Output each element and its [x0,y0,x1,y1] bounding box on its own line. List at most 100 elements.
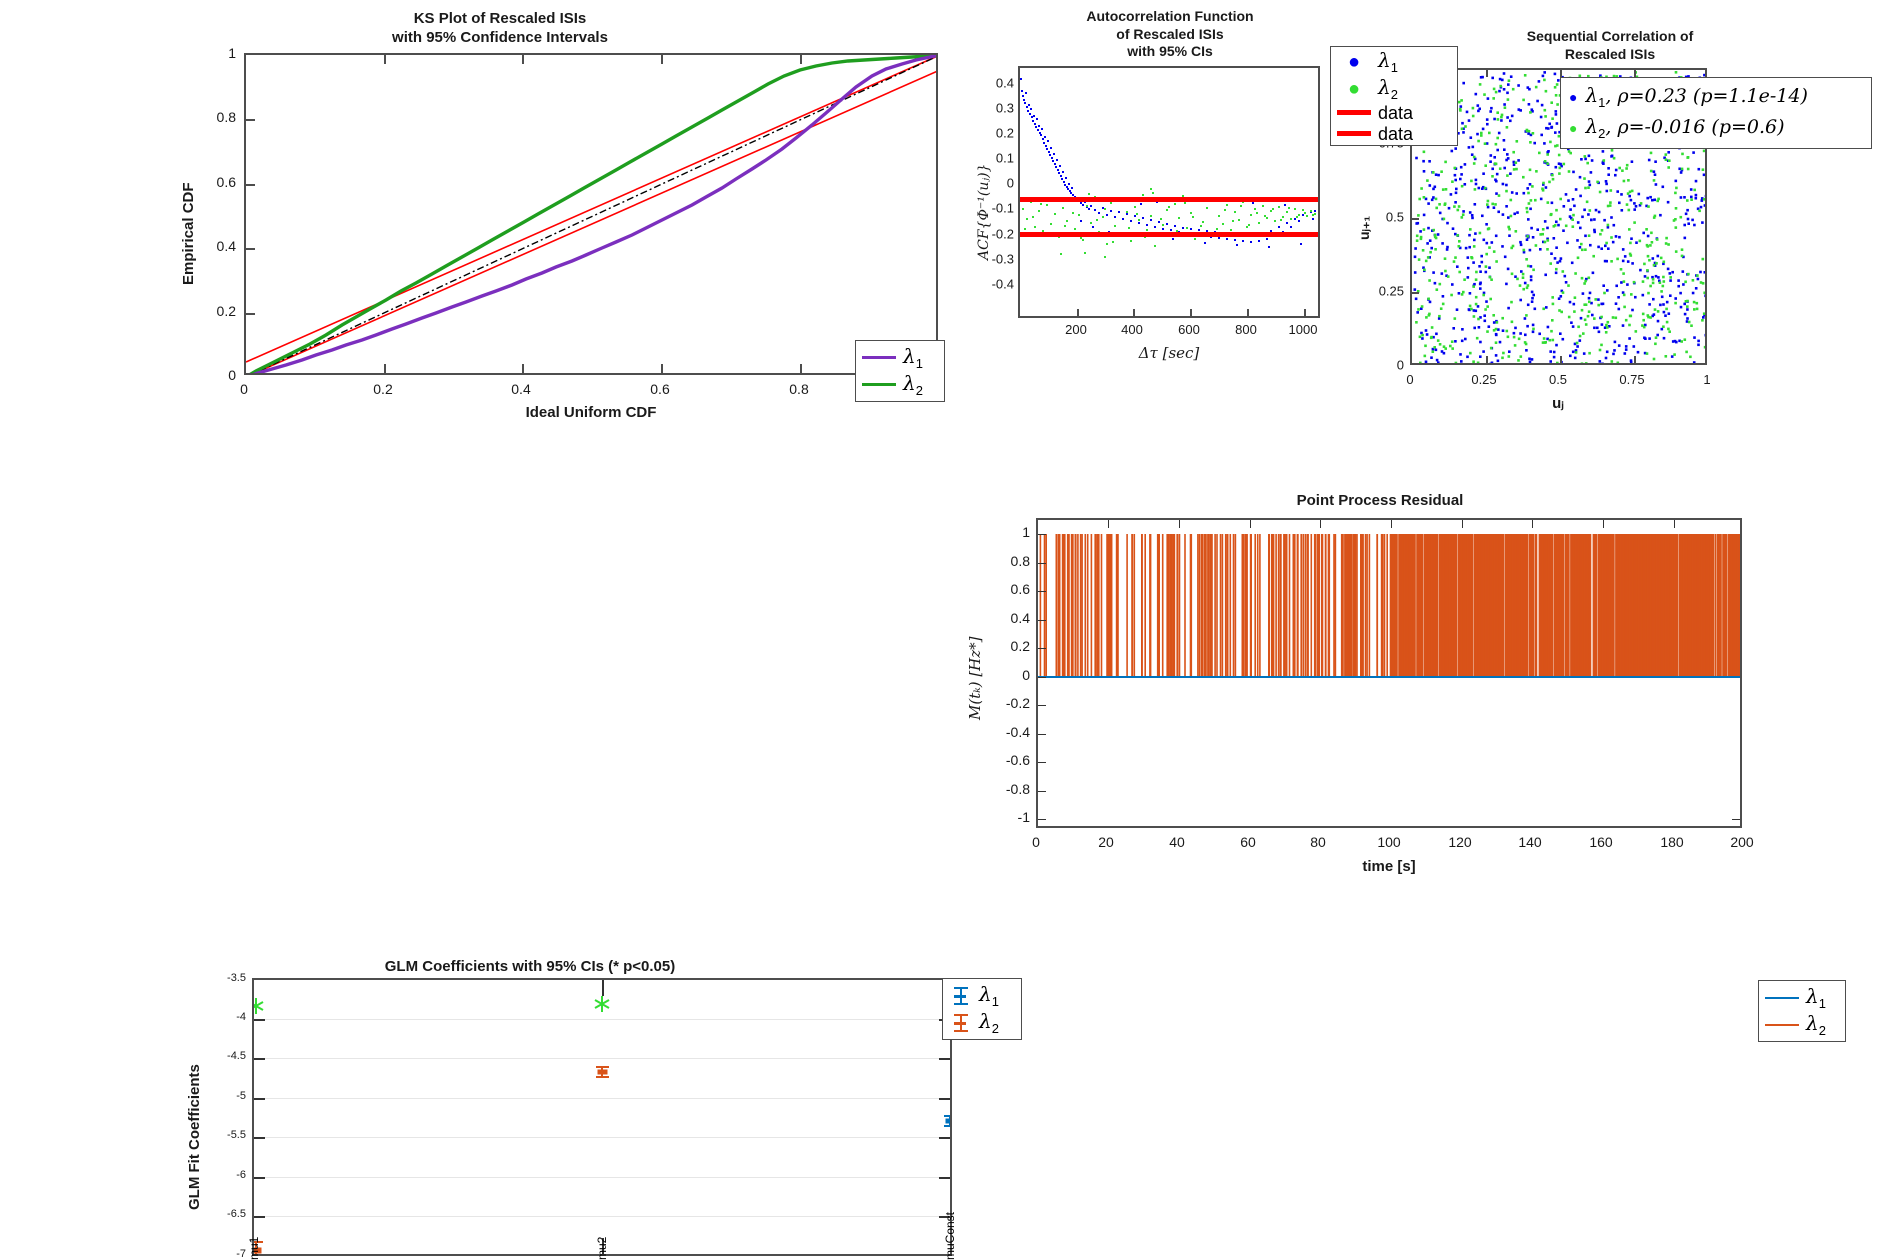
resid-ytick [1038,620,1046,621]
seq-xtick [1634,356,1636,363]
legend-item-lambda2[interactable]: λ2 [949,1011,1015,1035]
seq-ytick-label: 0.5 [1385,209,1404,225]
resid-xtick-label: 40 [1169,834,1185,850]
acf-plot-ylabel: ACF{Φ⁻¹(uⱼ)} [976,163,992,260]
glm-plot-legend[interactable]: λ1 λ2 [942,978,1022,1040]
resid-xtick-label: 180 [1660,834,1684,850]
ks-xtick-top [522,55,524,64]
residual-spikes-lambda2 [1039,534,1740,677]
resid-xtick-label: 60 [1240,834,1256,850]
legend-swatch-line [1337,110,1371,115]
ks-xtick-top [661,55,663,64]
acf-ytick-label: 0.2 [995,125,1014,141]
ks-xtick-label: 0.2 [373,381,393,397]
residual-plot-panel: Point Process Residual 0 20 40 60 80 100… [966,470,1880,1042]
legend-item-lambda2[interactable]: λ2 [1765,1013,1839,1037]
legend-label: λ1 [979,981,999,1009]
legend-item-lambda2[interactable]: ● λ2 [1337,77,1451,101]
ks-ytick-label: 0.6 [216,174,236,190]
glm-errorbar-mu2-lambda2 [596,1066,609,1078]
ks-ci-lower-line [253,70,936,373]
legend-swatch-errorbar [949,1013,975,1032]
residual-plot-xlabel: time [s] [1362,858,1416,875]
legend-swatch-line [862,383,896,386]
ks-plot-panel: KS Plot of Rescaled ISIs with 95% Confid… [0,0,945,440]
glm-data-layer [254,992,950,1254]
stat-marker-dot: ● [1569,119,1578,136]
ks-xtick-bottom [522,364,524,373]
acf-xtick-label: 200 [1065,322,1087,337]
ks-ytick-left [246,119,255,121]
resid-xtick-top [1179,520,1180,528]
legend-swatch-errorbar [949,986,975,1005]
ks-xtick-label: 0.8 [789,381,809,397]
legend-item-data-upper[interactable]: data [1337,104,1451,122]
legend-item-lambda2[interactable]: λ2 [862,373,936,397]
resid-xtick-label: 200 [1730,834,1754,850]
stat-text: λ2, ρ=-0.016 (p=0.6) [1585,114,1785,141]
ks-ytick-label: 0 [228,367,236,383]
resid-ytick [1038,819,1046,820]
acf-plot-legend[interactable]: ● λ1 ● λ2 data data [1330,46,1458,146]
seq-xtick [1560,70,1562,77]
residual-plot-legend[interactable]: λ1 λ2 [1758,980,1846,1042]
residual-plot-title: Point Process Residual [1296,492,1464,509]
legend-item-lambda1[interactable]: ● λ1 [1337,50,1451,74]
acf-ytick-label: 0.1 [995,150,1014,166]
resid-ytick-label: -0.8 [1005,781,1030,797]
acf-xtick-label: 400 [1121,322,1143,337]
acf-ytick-label: -0.2 [991,226,1014,242]
ks-plot-ylabel: Empirical CDF [180,182,197,285]
legend-item-data-lower[interactable]: data [1337,125,1451,143]
acf-ytick-label: -0.4 [991,276,1014,292]
ks-plot-legend[interactable]: λ1 λ2 [855,340,945,402]
resid-xtick-label: 80 [1310,834,1326,850]
glm-plot-panel: GLM Coefficients with 95% CIs (* p<0.05) [0,470,1022,1260]
glm-xtick-label: mu2 [595,1236,609,1260]
acf-plot-xlabel: Δτ [sec] [1138,344,1200,362]
ks-xtick-bottom [384,364,386,373]
ks-ytick-label: 0.4 [216,238,236,254]
acf-xtick-label: 1000 [1288,322,1318,337]
legend-label: λ2 [1378,74,1398,102]
resid-xtick-label: 120 [1448,834,1472,850]
resid-ytick-label: -0.2 [1005,695,1030,711]
seq-xtick [1560,356,1562,363]
seq-corr-plot-title: Sequential Correlation of Rescaled ISIs [1526,28,1694,62]
resid-ytick-label: -1 [1017,809,1030,825]
glm-ytick-label: -5 [236,1090,246,1102]
legend-item-lambda1[interactable]: λ1 [949,984,1015,1008]
acf-plot-axes [1018,66,1320,318]
legend-label: λ1 [1806,983,1826,1011]
acf-xtick [1077,309,1079,316]
resid-ytick-label: 0.2 [1010,638,1030,654]
resid-ytick [1038,591,1046,592]
resid-xtick-top [1532,520,1533,528]
ks-unity-line [252,56,936,373]
seq-corr-plot-ylabel: uⱼ₊₁ [1356,215,1372,240]
acf-scatter-lambda1 [1020,78,1316,248]
acf-plot-data-layer [1020,78,1318,258]
seq-xtick [1486,70,1488,77]
resid-ytick [1038,677,1046,678]
legend-label: λ2 [903,370,923,398]
legend-item-lambda1[interactable]: λ1 [862,346,936,370]
legend-label: data [1378,123,1414,144]
stat-text: λ1, ρ=0.23 (p=1.1e-14) [1585,83,1808,110]
glm-marker-mu1-significant [254,998,264,1014]
seq-corr-plot-panel: Sequential Correlation of Rescaled ISIs … [1356,0,1880,440]
resid-ytick [1038,534,1046,535]
stat-marker-dot: ● [1569,88,1578,105]
ks-plot-title: KS Plot of Rescaled ISIs with 95% Confid… [392,10,608,46]
legend-label: data [1378,102,1414,123]
resid-ytick-label: 1 [1022,524,1030,540]
legend-item-lambda1[interactable]: λ1 [1765,986,1839,1010]
glm-ytick-label: -4.5 [227,1050,246,1062]
acf-ci-lower-line [1020,232,1318,237]
ks-ytick-left [246,184,255,186]
glm-ytick-label: -7 [236,1248,246,1260]
residual-plot-axes [1036,518,1742,828]
acf-ytick-label: 0.3 [995,100,1014,116]
legend-label: λ1 [1378,47,1398,75]
glm-marker-mu2-significant [594,996,610,1012]
